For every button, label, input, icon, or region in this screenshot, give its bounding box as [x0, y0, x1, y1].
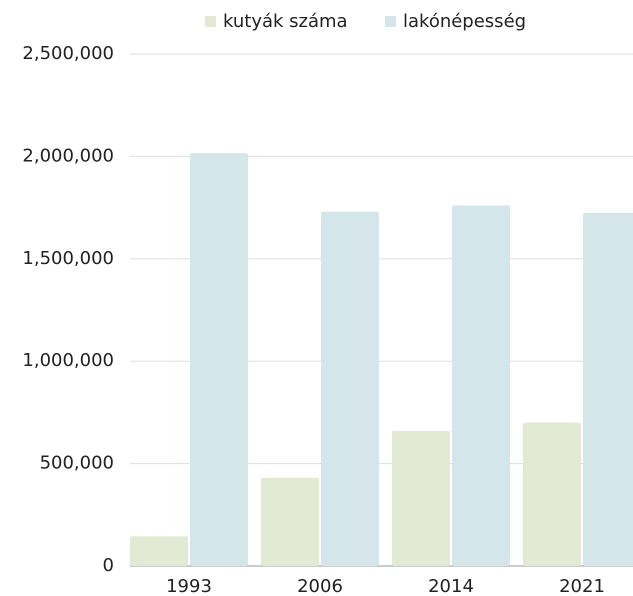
y-tick-label: 1,500,000 — [22, 248, 114, 269]
y-tick-label: 500,000 — [40, 453, 114, 474]
y-tick-label: 1,000,000 — [22, 350, 114, 371]
x-tick-label: 2014 — [428, 576, 474, 596]
y-tick-label: 0 — [103, 555, 114, 576]
legend-swatch — [385, 16, 396, 27]
bar — [523, 422, 581, 566]
legend-label: kutyák száma — [223, 11, 348, 32]
bar — [130, 536, 188, 566]
x-tick-label: 2006 — [297, 576, 343, 596]
legend-label: lakónépesség — [403, 11, 526, 32]
bar — [392, 430, 450, 566]
bar — [261, 477, 319, 566]
bar — [321, 211, 379, 567]
x-tick-label: 2021 — [559, 576, 605, 596]
x-tick-label: 1993 — [166, 576, 212, 596]
legend-swatch — [205, 16, 216, 27]
bar — [583, 212, 633, 566]
bar — [190, 153, 248, 566]
y-tick-label: 2,500,000 — [22, 43, 114, 64]
y-tick-label: 2,000,000 — [22, 145, 114, 166]
bar — [452, 205, 510, 566]
